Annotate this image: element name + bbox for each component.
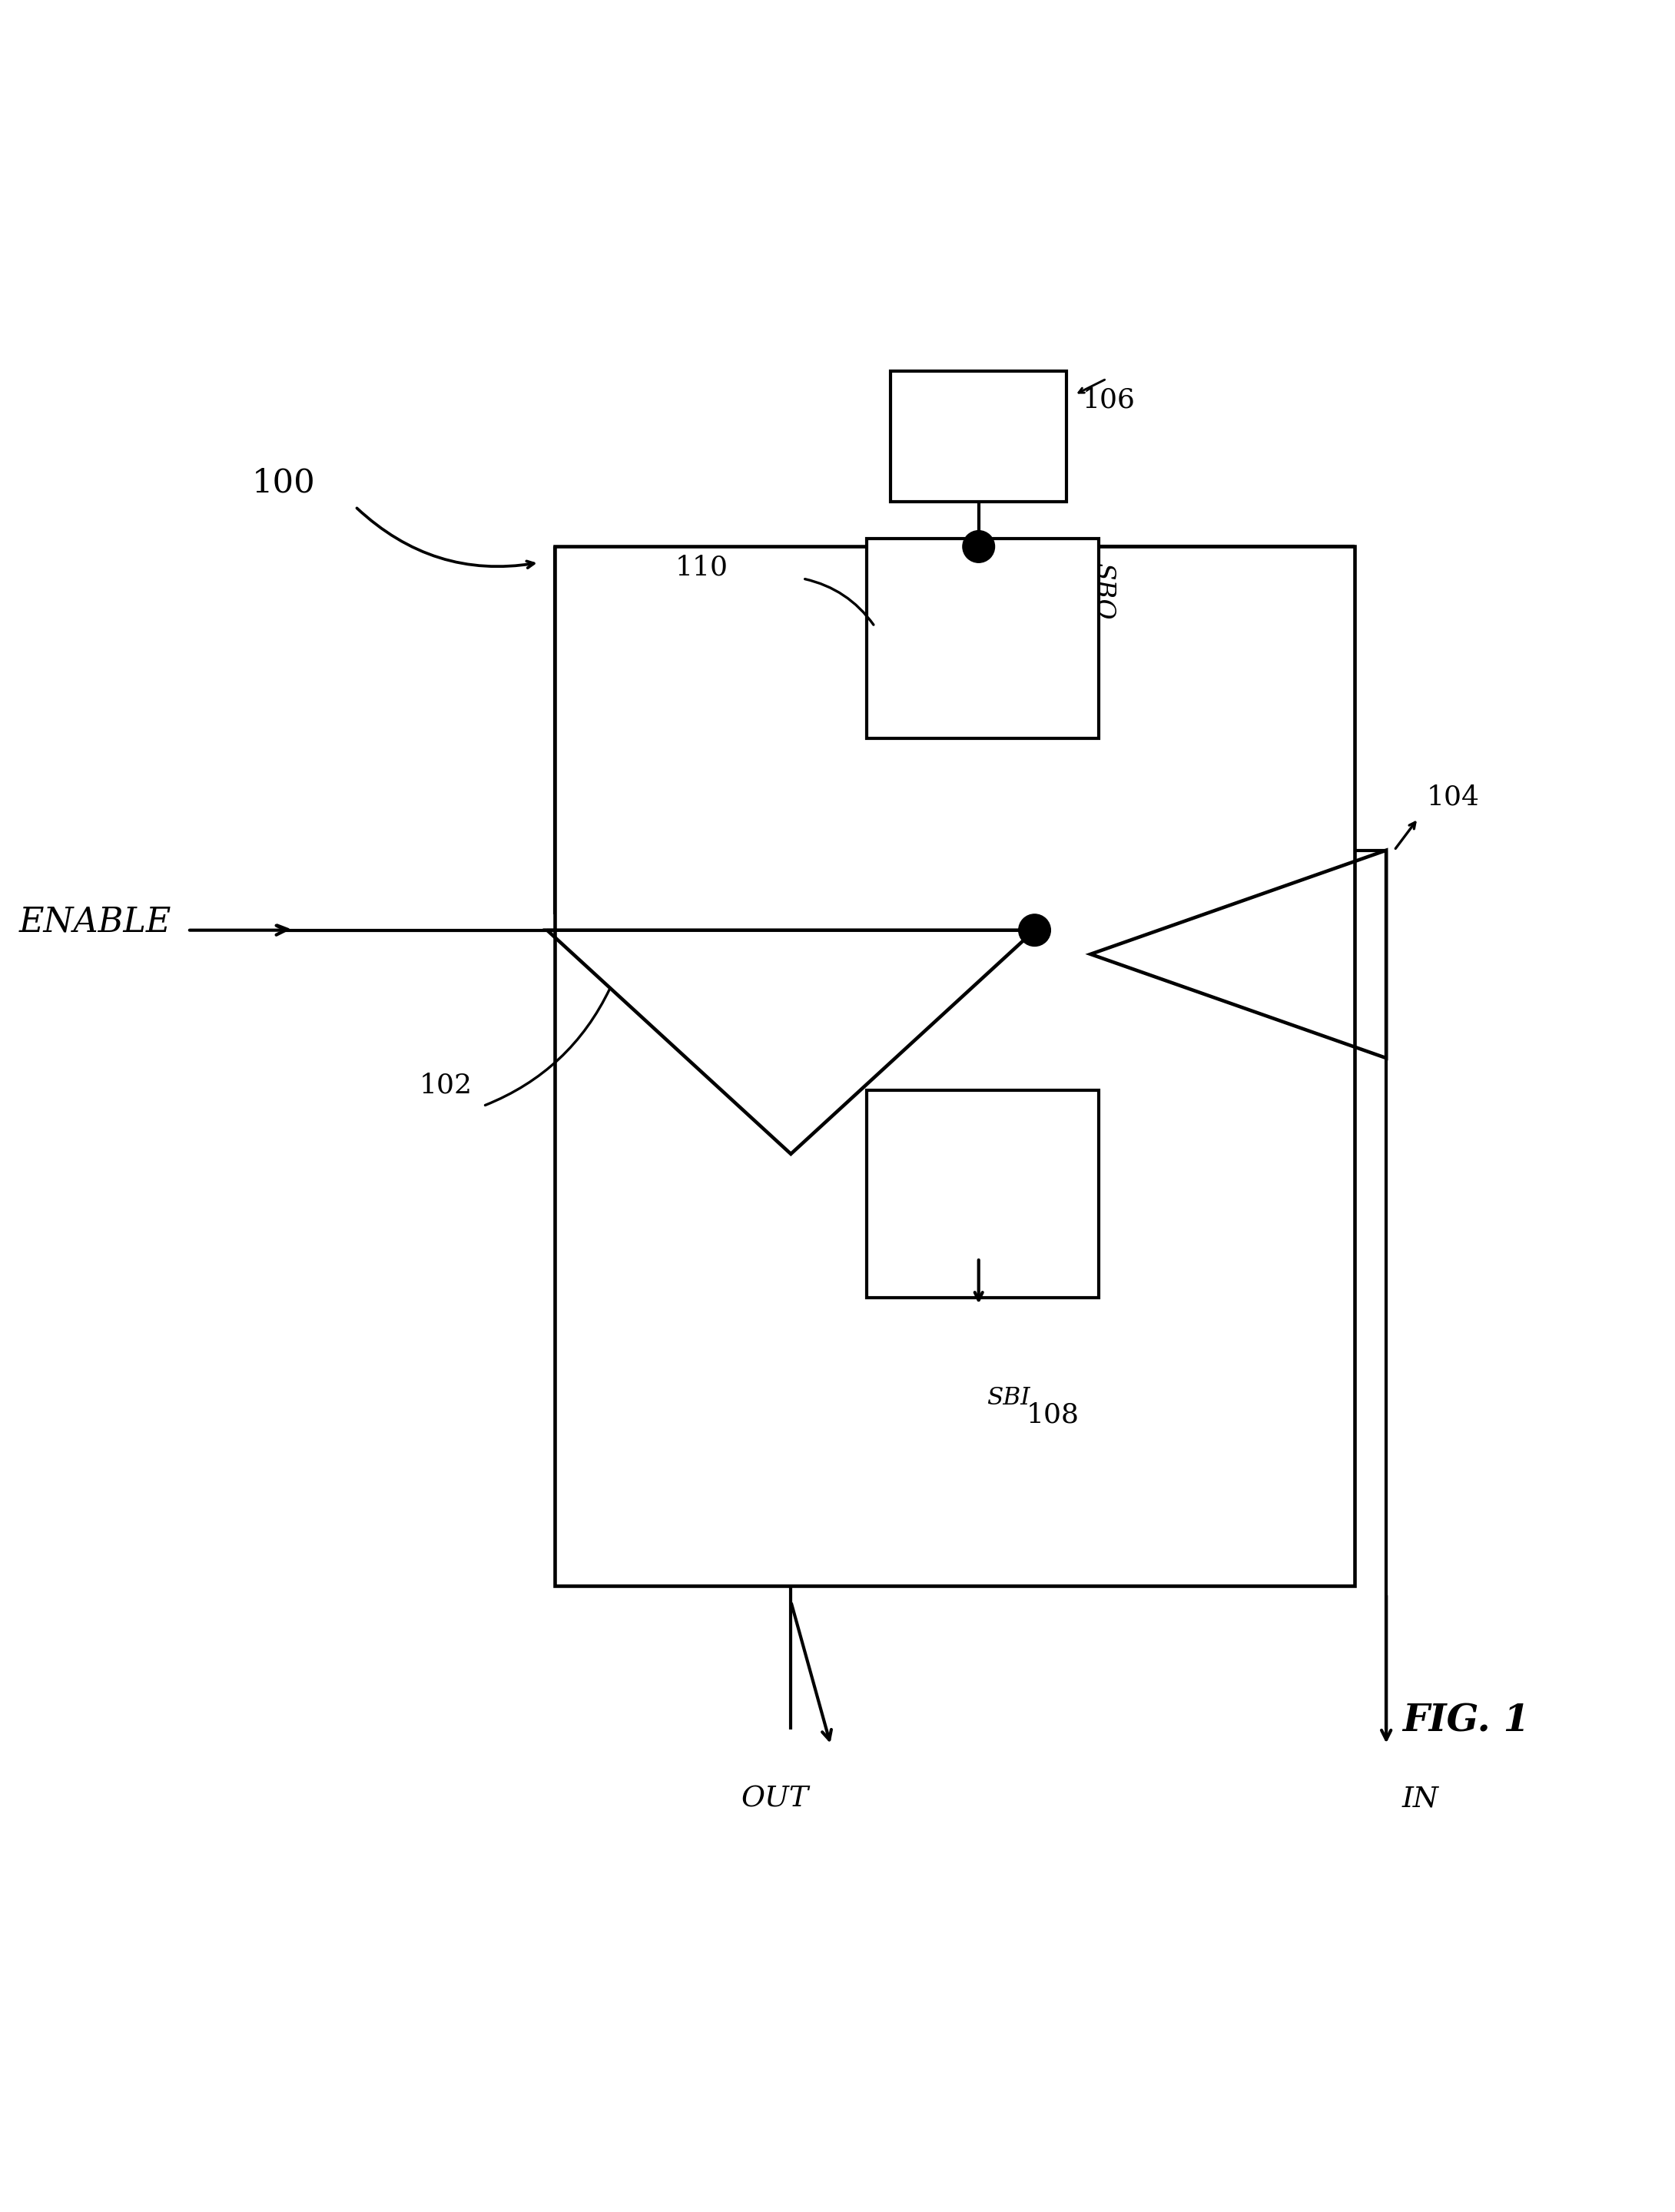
Text: OUT: OUT bbox=[740, 1785, 809, 1814]
Text: SBO: SBO bbox=[1090, 562, 1116, 619]
Circle shape bbox=[1018, 914, 1050, 947]
Circle shape bbox=[963, 531, 995, 562]
Text: 100: 100 bbox=[251, 467, 315, 498]
Text: 108: 108 bbox=[1027, 1402, 1080, 1427]
Text: IN: IN bbox=[1402, 1785, 1439, 1814]
Bar bbox=[891, 372, 1067, 502]
Text: 110: 110 bbox=[675, 555, 729, 582]
Text: 106: 106 bbox=[1082, 387, 1136, 414]
Bar bbox=[866, 538, 1099, 739]
Text: SBI: SBI bbox=[987, 1385, 1030, 1409]
Text: FIG. 1: FIG. 1 bbox=[1402, 1703, 1529, 1739]
Text: 102: 102 bbox=[419, 1073, 472, 1097]
Text: ENABLE: ENABLE bbox=[18, 905, 171, 938]
Text: 104: 104 bbox=[1425, 785, 1479, 810]
Text: >: > bbox=[275, 918, 290, 942]
Bar bbox=[866, 1091, 1099, 1298]
Bar bbox=[554, 546, 1355, 1586]
